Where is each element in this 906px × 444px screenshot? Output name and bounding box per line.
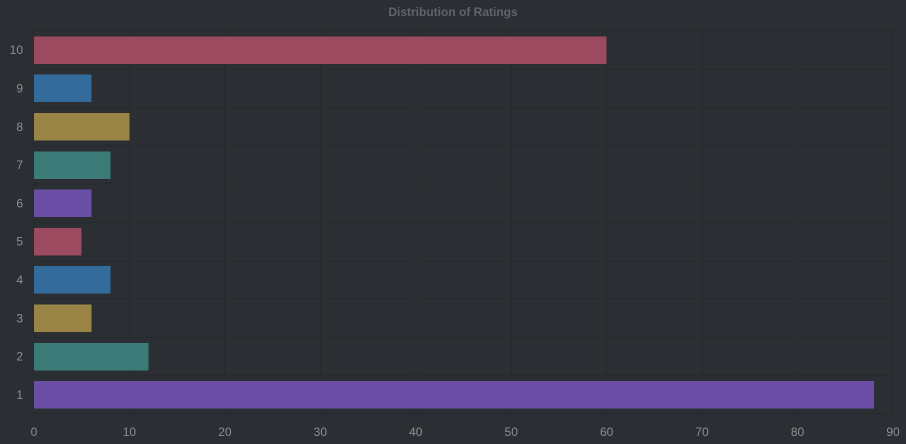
x-tick-label: 80 (791, 425, 805, 439)
x-tick-label: 40 (409, 425, 423, 439)
x-tick-label: 60 (600, 425, 614, 439)
bar-rating-9[interactable] (34, 74, 92, 103)
y-tick-label: 6 (16, 196, 23, 210)
y-tick-label: 4 (16, 273, 23, 287)
bar-rating-6[interactable] (34, 189, 92, 218)
grid (33, 30, 894, 415)
x-tick-label: 0 (31, 425, 38, 439)
x-tick-label: 30 (314, 425, 328, 439)
y-tick-label: 3 (16, 311, 23, 325)
bar-rating-3[interactable] (34, 304, 92, 333)
chart-title: Distribution of Ratings (388, 5, 518, 19)
y-tick-label: 1 (16, 388, 23, 402)
y-tick-label: 10 (10, 43, 24, 57)
bar-rating-7[interactable] (34, 151, 111, 179)
bar-rating-8[interactable] (34, 112, 130, 141)
y-tick-label: 7 (16, 158, 23, 172)
bar-rating-1[interactable] (34, 381, 874, 409)
bar-rating-10[interactable] (34, 36, 607, 64)
y-tick-label: 9 (16, 81, 23, 95)
x-tick-label: 50 (505, 425, 519, 439)
x-tick-label: 90 (886, 425, 900, 439)
y-tick-label: 8 (16, 120, 23, 134)
x-axis-ticks: 0 10 20 30 40 50 60 70 80 90 (31, 425, 900, 439)
bars (34, 36, 874, 409)
y-tick-label: 5 (16, 235, 23, 249)
x-tick-label: 70 (695, 425, 709, 439)
bar-rating-4[interactable] (34, 266, 111, 294)
y-axis-ticks: 10 9 8 7 6 5 4 3 2 1 (10, 43, 24, 402)
bar-rating-5[interactable] (34, 227, 82, 256)
bar-rating-2[interactable] (34, 342, 149, 371)
x-tick-label: 10 (123, 425, 137, 439)
x-tick-label: 20 (218, 425, 232, 439)
y-tick-label: 2 (16, 350, 23, 364)
